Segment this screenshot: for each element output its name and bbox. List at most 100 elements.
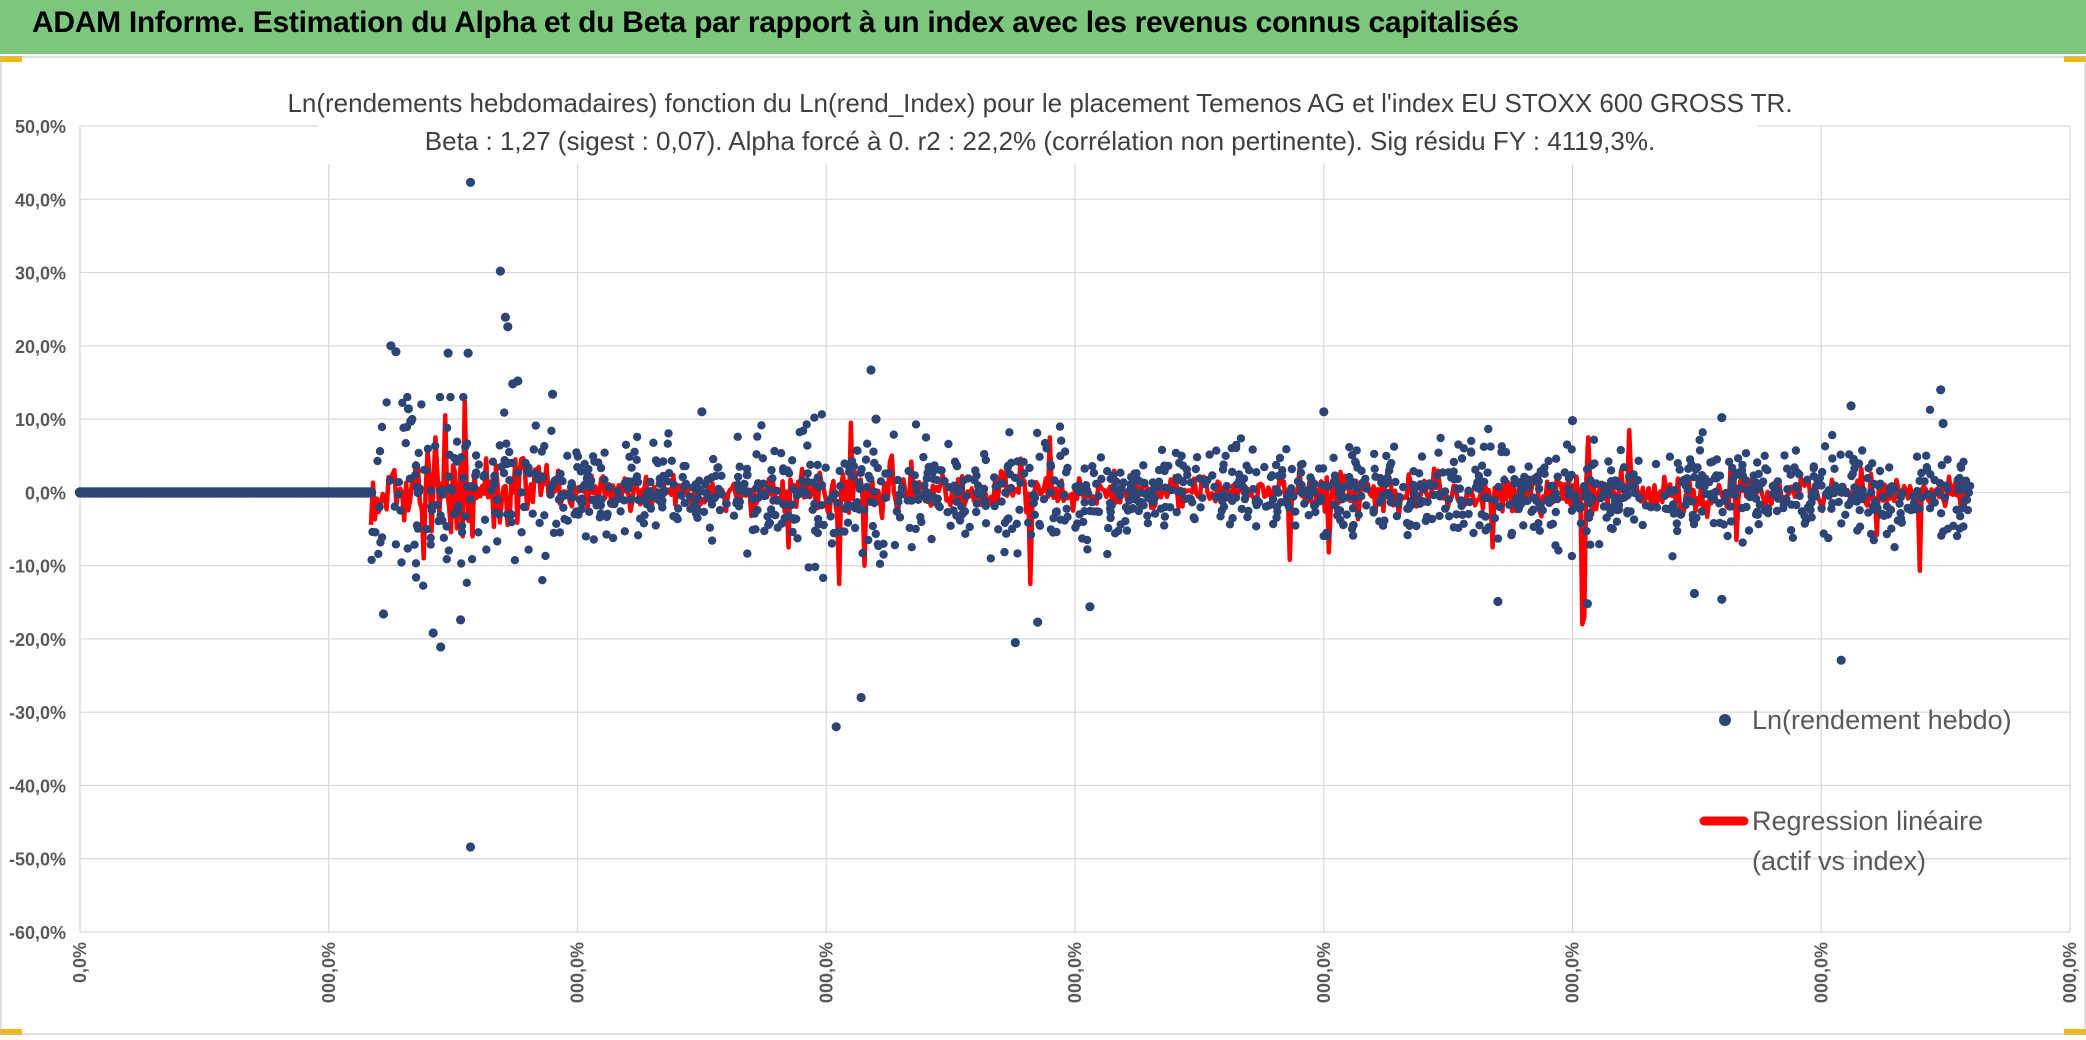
data-point bbox=[603, 509, 612, 519]
data-point bbox=[633, 531, 643, 540]
x-tick-label: 000,0% bbox=[816, 942, 836, 1003]
data-point bbox=[1730, 491, 1740, 500]
data-point-outlier bbox=[465, 177, 476, 187]
data-point bbox=[375, 502, 384, 512]
data-point bbox=[655, 474, 664, 483]
data-point bbox=[1917, 493, 1926, 503]
data-point bbox=[674, 504, 683, 513]
data-point bbox=[890, 540, 900, 550]
data-point bbox=[1179, 477, 1188, 487]
data-point bbox=[1304, 511, 1313, 520]
data-point bbox=[1135, 477, 1144, 486]
data-point bbox=[788, 527, 797, 537]
data-point bbox=[1534, 484, 1544, 493]
y-tick-label: -30,0% bbox=[9, 703, 66, 723]
data-point bbox=[773, 496, 782, 505]
data-point bbox=[602, 530, 611, 539]
data-point bbox=[793, 534, 802, 543]
data-point bbox=[1651, 459, 1661, 469]
data-point bbox=[1961, 476, 1971, 485]
data-point bbox=[459, 473, 468, 483]
data-point bbox=[1754, 469, 1763, 479]
data-point bbox=[415, 484, 424, 493]
chart-subtitle: Beta : 1,27 (sigest : 0,07). Alpha forcé… bbox=[425, 126, 1655, 156]
data-point bbox=[510, 556, 520, 565]
data-point bbox=[1134, 506, 1144, 516]
data-point bbox=[733, 472, 743, 482]
data-point bbox=[581, 532, 591, 541]
data-point bbox=[928, 467, 938, 477]
data-point bbox=[403, 544, 412, 553]
data-point bbox=[1723, 531, 1732, 541]
title-background bbox=[318, 86, 1758, 164]
data-point bbox=[397, 558, 406, 567]
data-point bbox=[870, 487, 879, 497]
data-point bbox=[1726, 502, 1735, 511]
data-point bbox=[1817, 504, 1826, 513]
data-point bbox=[1346, 481, 1356, 491]
data-point bbox=[1347, 524, 1357, 534]
data-point bbox=[821, 463, 830, 472]
data-point bbox=[991, 482, 1000, 491]
data-point bbox=[1342, 510, 1352, 519]
data-point bbox=[907, 496, 916, 505]
data-point bbox=[1240, 494, 1250, 504]
data-point bbox=[1293, 477, 1303, 486]
data-point bbox=[377, 422, 387, 432]
data-point bbox=[507, 517, 516, 527]
data-point bbox=[1864, 508, 1873, 517]
data-point bbox=[1533, 472, 1542, 481]
data-point bbox=[1405, 500, 1415, 509]
data-point bbox=[452, 457, 461, 466]
data-point bbox=[596, 509, 606, 518]
data-point bbox=[1753, 458, 1762, 467]
data-point bbox=[1433, 471, 1442, 480]
data-point bbox=[813, 473, 822, 482]
data-point bbox=[1697, 507, 1707, 516]
data-point bbox=[1212, 446, 1221, 455]
data-point bbox=[1219, 502, 1229, 511]
data-point bbox=[447, 486, 457, 495]
data-point bbox=[701, 479, 710, 489]
data-point bbox=[535, 518, 544, 528]
data-point bbox=[1296, 468, 1306, 477]
data-point bbox=[414, 448, 423, 458]
data-point bbox=[1289, 492, 1298, 501]
data-point bbox=[577, 484, 586, 493]
data-point bbox=[795, 428, 804, 437]
data-point bbox=[965, 522, 974, 532]
data-point bbox=[1576, 519, 1586, 528]
data-point bbox=[1282, 499, 1292, 508]
data-point bbox=[411, 559, 421, 568]
data-point bbox=[1529, 493, 1538, 502]
data-point bbox=[1333, 511, 1342, 520]
data-point bbox=[529, 445, 538, 454]
data-point bbox=[1854, 487, 1864, 496]
data-point bbox=[1421, 516, 1431, 526]
y-tick-label: -40,0% bbox=[9, 776, 66, 796]
data-point bbox=[1837, 519, 1846, 528]
data-point bbox=[423, 444, 433, 453]
data-point bbox=[1216, 512, 1225, 521]
data-point bbox=[556, 469, 565, 479]
data-point bbox=[1080, 464, 1089, 473]
data-point bbox=[1772, 506, 1782, 516]
data-point bbox=[1940, 493, 1950, 502]
data-point bbox=[789, 484, 798, 494]
data-point bbox=[1015, 505, 1024, 514]
data-point bbox=[1471, 483, 1481, 492]
data-point bbox=[1665, 452, 1675, 461]
data-point bbox=[1795, 470, 1804, 479]
data-point-outlier bbox=[856, 692, 866, 703]
data-point bbox=[1834, 497, 1843, 507]
data-point bbox=[442, 423, 452, 433]
data-point bbox=[1348, 504, 1358, 513]
data-point bbox=[1409, 488, 1419, 497]
data-point bbox=[517, 488, 526, 497]
data-point bbox=[1956, 512, 1965, 521]
data-point bbox=[817, 410, 826, 419]
data-point bbox=[589, 535, 598, 544]
data-point bbox=[1125, 487, 1134, 496]
data-point bbox=[729, 511, 739, 520]
data-point bbox=[1551, 507, 1561, 517]
